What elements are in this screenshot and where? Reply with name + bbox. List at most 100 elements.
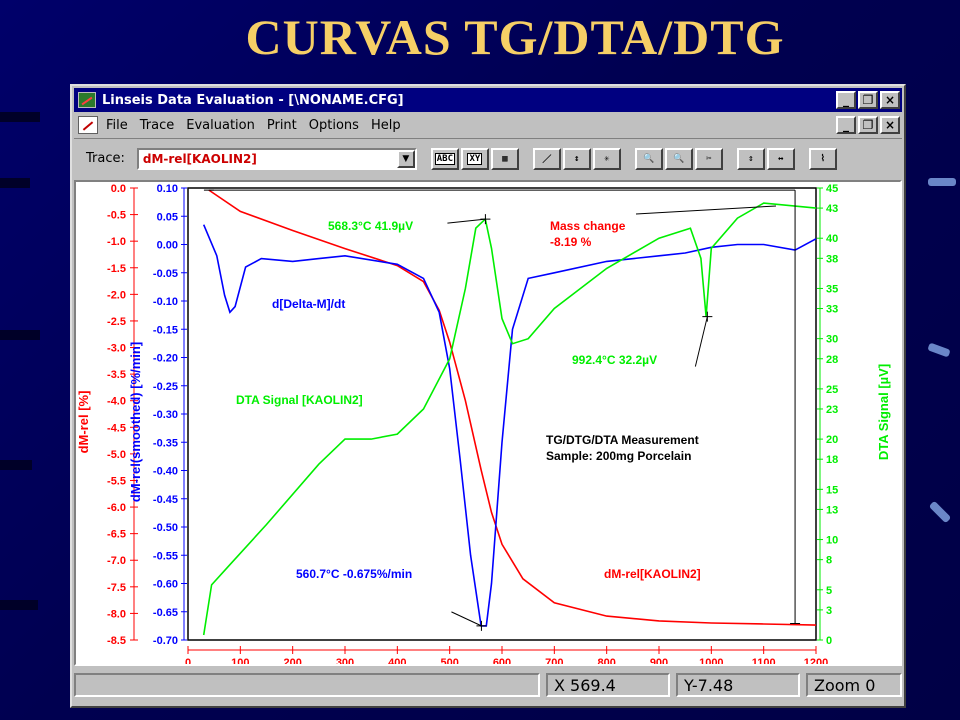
crosshair-button[interactable]: ✳ — [592, 147, 621, 170]
chevron-down-icon[interactable]: ▼ — [396, 149, 415, 168]
x-tick-label: 400 — [388, 657, 406, 664]
x-tick-label: 700 — [545, 657, 563, 664]
vertical-measure-button[interactable]: ⇕ — [736, 147, 765, 170]
zoom-in-icon: 🔍 — [643, 153, 655, 164]
dtg-tick-label: -0.65 — [153, 607, 178, 619]
cut-button[interactable]: ✂ — [694, 147, 723, 170]
dta-peak-leader — [447, 218, 486, 224]
dta-tick-label: 25 — [826, 384, 838, 396]
window-controls: _ ❐ × — [836, 91, 900, 109]
dta-series-label: DTA Signal [KAOLIN2] — [236, 393, 363, 407]
menu-file[interactable]: File — [106, 117, 128, 133]
mass-change-value: -8.19 % — [550, 235, 592, 249]
x-tick-label: 800 — [597, 657, 615, 664]
dtg-tick-label: -0.55 — [153, 550, 178, 562]
document-icon[interactable] — [78, 116, 98, 134]
dtg-tick-label: -0.20 — [153, 353, 178, 365]
dtg-tick-label: -0.15 — [153, 324, 178, 336]
label-text-icon: ABC — [434, 152, 455, 165]
menu-help[interactable]: Help — [370, 117, 401, 133]
dtg-tick-label: -0.40 — [153, 466, 178, 478]
tg-tick-label: -2.0 — [107, 289, 126, 301]
tg-tick-label: -6.5 — [107, 529, 126, 541]
maximize-button[interactable]: ❐ — [858, 91, 878, 109]
tg-tick-label: -1.5 — [107, 263, 126, 275]
dta-peak-label: 568.3°C 41.9µV — [328, 219, 413, 233]
doc-minimize-button[interactable]: _ — [836, 116, 856, 134]
dtg-tick-label: -0.60 — [153, 579, 178, 591]
document-controls: _ ❐ × — [836, 116, 900, 134]
title-bar: Linseis Data Evaluation - [\NONAME.CFG] … — [74, 88, 902, 112]
tg-tick-label: 0.0 — [111, 183, 126, 195]
dtg-axis-title: dM-rel(smoothed) [%/min] — [128, 342, 143, 502]
line-icon: ／ — [542, 155, 552, 165]
menu-trace[interactable]: Trace — [139, 117, 175, 133]
tg-tick-label: -4.0 — [107, 396, 126, 408]
decorative-dash — [928, 500, 952, 524]
menu-options[interactable]: Options — [308, 117, 359, 133]
tg-tick-label: -1.0 — [107, 236, 126, 248]
dta-tick-label: 5 — [826, 585, 832, 597]
mass-change-label: Mass change — [550, 219, 626, 233]
grid-button[interactable]: ▦ — [490, 147, 519, 170]
x-tick-label: 200 — [283, 657, 301, 664]
dtg-tick-label: 0.10 — [157, 183, 178, 195]
peak-button[interactable]: ⌇ — [808, 147, 837, 170]
scale-tool-button[interactable]: ↕ — [562, 147, 591, 170]
dta-tick-label: 30 — [826, 334, 838, 346]
doc-close-button[interactable]: × — [880, 116, 900, 134]
trace-select[interactable]: dM-rel[KAOLIN2] ▼ — [136, 147, 417, 170]
app-window: Linseis Data Evaluation - [\NONAME.CFG] … — [70, 84, 906, 708]
tg-tick-label: -5.5 — [107, 475, 126, 487]
toolbar-group-measure: ⇕ ↔ — [736, 147, 795, 170]
horizontal-measure-button[interactable]: ↔ — [766, 147, 795, 170]
tg-tick-label: -3.5 — [107, 369, 126, 381]
x-tick-label: 1000 — [699, 657, 723, 664]
dta-tick-label: 43 — [826, 203, 838, 215]
doc-maximize-button[interactable]: ❐ — [858, 116, 878, 134]
dtg-series-line — [202, 224, 817, 627]
dtg-tick-label: -0.70 — [153, 635, 178, 647]
tg-tick-label: -8.5 — [107, 635, 126, 647]
dta-tick-label: 38 — [826, 253, 838, 265]
status-bar: X 569.4 Y-7.48 Zoom 0 — [74, 670, 902, 700]
status-x-coordinate: X 569.4 — [546, 673, 670, 697]
toolbar-group-peak: ⌇ — [808, 147, 837, 170]
menu-evaluation[interactable]: Evaluation — [186, 117, 255, 133]
x-tick-label: 900 — [650, 657, 668, 664]
tg-tick-label: -7.0 — [107, 555, 126, 567]
zoom-out-button[interactable]: 🔍 — [664, 147, 693, 170]
menu-print[interactable]: Print — [266, 117, 297, 133]
decorative-dash — [928, 178, 956, 186]
line-tool-button[interactable]: ／ — [532, 147, 561, 170]
left-stripe — [0, 460, 32, 470]
dta-tick-label: 18 — [826, 454, 838, 466]
app-icon[interactable] — [78, 92, 96, 108]
status-message — [74, 673, 540, 697]
left-stripe — [0, 112, 40, 122]
minimize-button[interactable]: _ — [836, 91, 856, 109]
tg-series-line — [208, 189, 817, 626]
tg-tick-label: -4.5 — [107, 422, 126, 434]
dtg-tick-label: 0.00 — [157, 240, 178, 252]
dta-axis-title: DTA Signal [µV] — [876, 364, 891, 460]
dtg-series-label: d[Delta-M]/dt — [272, 297, 345, 311]
dtg-tick-label: -0.25 — [153, 381, 178, 393]
toolbar-group-tools: ／ ↕ ✳ — [532, 147, 621, 170]
dta-tick-label: 0 — [826, 635, 832, 647]
mass-change-leader — [635, 205, 777, 215]
zoom-in-button[interactable]: 🔍 — [634, 147, 663, 170]
dta-tick-label: 8 — [826, 555, 832, 567]
crosshair-icon: ✳ — [604, 153, 610, 164]
dta-tick-label: 33 — [826, 304, 838, 316]
scissors-icon: ✂ — [706, 153, 712, 164]
close-button[interactable]: × — [880, 91, 900, 109]
dtg-tick-label: -0.30 — [153, 409, 178, 421]
tg-tick-label: -2.5 — [107, 316, 126, 328]
label-text-button[interactable]: ABC — [430, 147, 459, 170]
xy-button[interactable]: XY — [460, 147, 489, 170]
tg-dta-dtg-chart[interactable]: 0 100 200 300 400 500 600 700 800 900 1000 1100 1200… — [76, 182, 900, 679]
plot-area[interactable]: 0 100 200 300 400 500 600 700 800 900 1000 1100 1200… — [74, 180, 902, 679]
dta-tick-label: 35 — [826, 283, 838, 295]
dta-tick-label: 23 — [826, 404, 838, 416]
